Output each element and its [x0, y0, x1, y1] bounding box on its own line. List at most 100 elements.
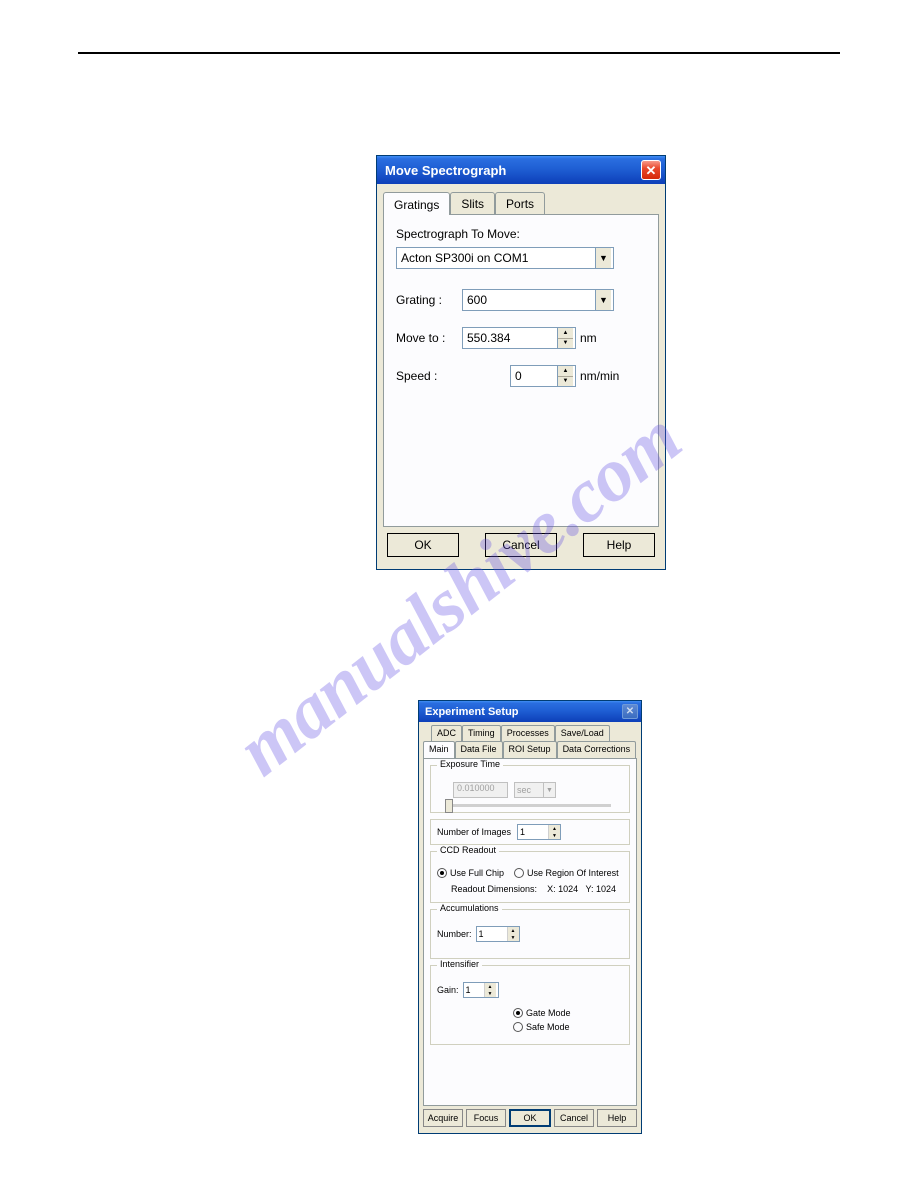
- button-row: Acquire Focus OK Cancel Help: [423, 1109, 637, 1129]
- ccd-radio-row: Use Full Chip Use Region Of Interest: [437, 868, 623, 878]
- window-title: Experiment Setup: [425, 706, 622, 718]
- tab-roisetup[interactable]: ROI Setup: [503, 741, 557, 758]
- accum-number-label: Number:: [437, 929, 472, 939]
- ok-button[interactable]: OK: [509, 1109, 551, 1127]
- moveto-unit: nm: [580, 331, 597, 345]
- tab-timing[interactable]: Timing: [462, 725, 501, 742]
- up-arrow-icon[interactable]: ▲: [485, 983, 496, 990]
- accum-group-title: Accumulations: [437, 903, 502, 913]
- up-arrow-icon[interactable]: ▲: [558, 328, 573, 339]
- help-button[interactable]: Help: [583, 533, 655, 557]
- window-title: Move Spectrograph: [385, 163, 641, 178]
- num-images-row: Number of Images ▲▼: [430, 819, 630, 845]
- speed-unit: nm/min: [580, 369, 619, 383]
- tab-datafile[interactable]: Data File: [455, 741, 503, 758]
- speed-input[interactable]: [511, 366, 557, 386]
- tab-adc[interactable]: ADC: [431, 725, 462, 742]
- moveto-row: Move to : ▲▼ nm: [396, 327, 646, 349]
- spinner-buttons[interactable]: ▲▼: [557, 328, 573, 348]
- titlebar[interactable]: Move Spectrograph: [377, 156, 665, 184]
- num-images-spinner[interactable]: ▲▼: [517, 824, 561, 840]
- gate-mode-radio[interactable]: Gate Mode: [513, 1008, 623, 1018]
- tab-ports[interactable]: Ports: [495, 192, 545, 214]
- window-body: Gratings Slits Ports Spectrograph To Mov…: [383, 190, 659, 527]
- gain-label: Gain:: [437, 985, 459, 995]
- speed-label: Speed :: [396, 369, 462, 383]
- ccd-readout-group: CCD Readout Use Full Chip Use Region Of …: [430, 851, 630, 903]
- cancel-button[interactable]: Cancel: [485, 533, 557, 557]
- use-full-chip-label: Use Full Chip: [450, 868, 504, 878]
- radio-icon: [437, 868, 447, 878]
- safe-mode-label: Safe Mode: [526, 1022, 570, 1032]
- grating-combo[interactable]: ▼: [462, 289, 614, 311]
- use-roi-radio[interactable]: Use Region Of Interest: [514, 868, 619, 878]
- tab-main[interactable]: Main: [423, 741, 455, 758]
- gain-input[interactable]: [464, 983, 484, 997]
- use-full-chip-radio[interactable]: Use Full Chip: [437, 868, 504, 878]
- down-arrow-icon[interactable]: ▼: [558, 339, 573, 349]
- down-arrow-icon[interactable]: ▼: [508, 934, 519, 941]
- close-icon: ✕: [626, 706, 634, 717]
- gain-spinner[interactable]: ▲▼: [463, 982, 499, 998]
- num-images-input[interactable]: [518, 825, 548, 839]
- moveto-spinner[interactable]: ▲▼: [462, 327, 576, 349]
- close-icon: [646, 164, 657, 177]
- accum-number-input[interactable]: [477, 927, 507, 941]
- tab-row: Gratings Slits Ports: [383, 190, 659, 214]
- tab-row-2: Main Data File ROI Setup Data Correction…: [423, 741, 637, 758]
- spinner-buttons[interactable]: ▲▼: [507, 927, 519, 941]
- exposure-slider[interactable]: [449, 804, 611, 807]
- spinner-buttons[interactable]: ▲▼: [548, 825, 560, 839]
- num-images-label: Number of Images: [437, 827, 511, 837]
- chevron-down-icon[interactable]: ▼: [595, 248, 611, 268]
- exposure-unit-combo: sec ▼: [514, 782, 556, 798]
- down-arrow-icon[interactable]: ▼: [549, 832, 560, 839]
- tab-datacorrections[interactable]: Data Corrections: [557, 741, 637, 758]
- moveto-label: Move to :: [396, 331, 462, 345]
- cancel-button[interactable]: Cancel: [554, 1109, 594, 1127]
- exposure-unit: sec: [515, 785, 543, 795]
- grating-input[interactable]: [463, 290, 595, 310]
- readout-label: Readout Dimensions:: [451, 884, 537, 894]
- spectrograph-label: Spectrograph To Move:: [396, 227, 646, 241]
- button-row: OK Cancel Help: [383, 533, 659, 563]
- spinner-buttons[interactable]: ▲▼: [557, 366, 573, 386]
- speed-spinner[interactable]: ▲▼: [510, 365, 576, 387]
- intens-group-title: Intensifier: [437, 959, 482, 969]
- up-arrow-icon[interactable]: ▲: [558, 366, 573, 377]
- exposure-row: 0.010000 sec ▼: [437, 782, 623, 798]
- ok-button[interactable]: OK: [387, 533, 459, 557]
- spectrograph-input[interactable]: [397, 248, 595, 268]
- down-arrow-icon[interactable]: ▼: [485, 990, 496, 997]
- down-arrow-icon[interactable]: ▼: [558, 377, 573, 387]
- exposure-group-title: Exposure Time: [437, 759, 503, 769]
- gain-row: Gain: ▲▼: [437, 982, 623, 998]
- close-button[interactable]: [641, 160, 661, 180]
- tab-slits[interactable]: Slits: [450, 192, 495, 214]
- slider-thumb[interactable]: [445, 799, 453, 813]
- focus-button[interactable]: Focus: [466, 1109, 506, 1127]
- titlebar[interactable]: Experiment Setup ✕: [419, 701, 641, 722]
- speed-row: Speed : ▲▼ nm/min: [396, 365, 646, 387]
- accum-number-spinner[interactable]: ▲▼: [476, 926, 520, 942]
- chevron-down-icon[interactable]: ▼: [595, 290, 611, 310]
- up-arrow-icon[interactable]: ▲: [508, 927, 519, 934]
- move-spectrograph-window: Move Spectrograph Gratings Slits Ports S…: [376, 155, 666, 570]
- tab-saveload[interactable]: Save/Load: [555, 725, 610, 742]
- tab-processes[interactable]: Processes: [501, 725, 555, 742]
- chevron-down-icon: ▼: [543, 783, 555, 797]
- spinner-buttons[interactable]: ▲▼: [484, 983, 496, 997]
- safe-mode-radio[interactable]: Safe Mode: [513, 1022, 623, 1032]
- close-button[interactable]: ✕: [622, 704, 638, 719]
- tab-gratings[interactable]: Gratings: [383, 192, 450, 215]
- up-arrow-icon[interactable]: ▲: [549, 825, 560, 832]
- help-button[interactable]: Help: [597, 1109, 637, 1127]
- ccd-group-title: CCD Readout: [437, 845, 499, 855]
- acquire-button[interactable]: Acquire: [423, 1109, 463, 1127]
- spectrograph-combo[interactable]: ▼: [396, 247, 614, 269]
- moveto-input[interactable]: [463, 328, 557, 348]
- experiment-setup-window: Experiment Setup ✕ ADC Timing Processes …: [418, 700, 642, 1134]
- exposure-input: 0.010000: [453, 782, 508, 798]
- grating-label: Grating :: [396, 293, 462, 307]
- grating-row: Grating : ▼: [396, 289, 646, 311]
